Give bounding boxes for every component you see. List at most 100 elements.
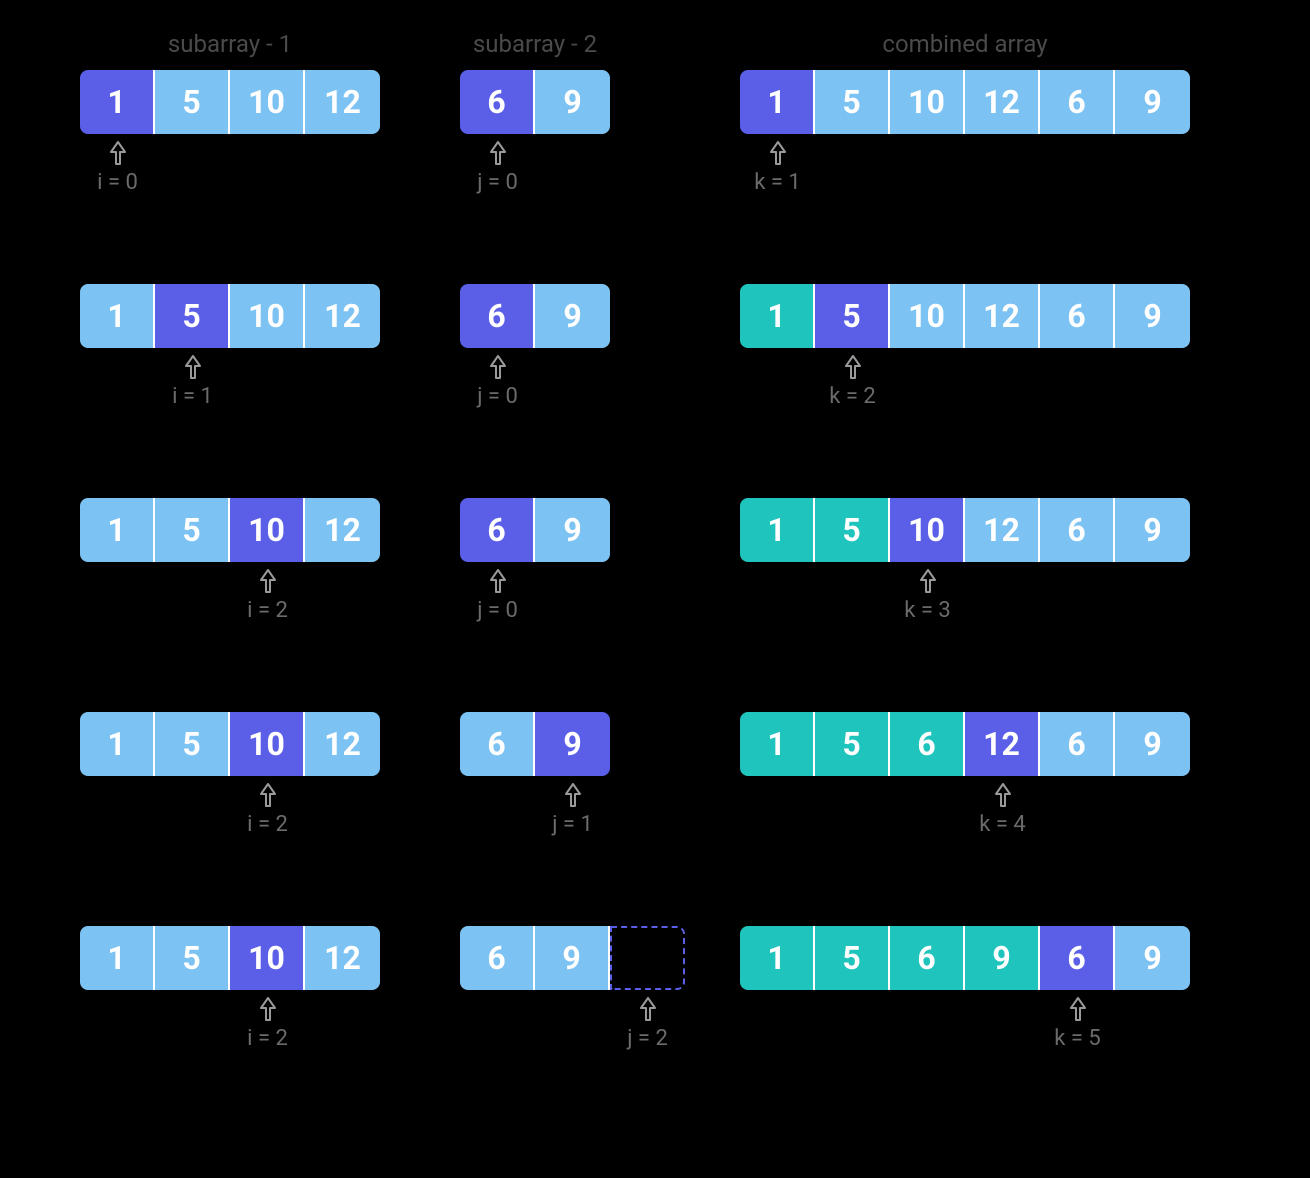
array-cell: 6 [890,712,965,776]
array-cell: 10 [230,926,305,990]
array-cell: 6 [1040,712,1115,776]
pointer: i = 2 [238,996,298,1051]
array-comb-1: 15101269 [740,284,1190,348]
array-comb-0: 15101269 [740,70,1190,134]
array-cell: 10 [230,498,305,562]
array-sub1-1: 151012 [80,284,380,348]
array-cell: 1 [80,284,155,348]
step-row: 151012i = 269j = 2156969k = 5 [80,926,1270,1060]
array-cell: 5 [155,926,230,990]
pointer: i = 2 [238,782,298,837]
pointer: k = 5 [1048,996,1108,1051]
pointer-label: k = 4 [979,812,1026,837]
array-cell: 5 [155,498,230,562]
array-sub1-4: 151012 [80,926,380,990]
up-arrow-icon [258,568,278,594]
pointer-label: i = 2 [247,1026,288,1051]
array-cell: 6 [460,926,535,990]
step-row: 151012i = 269j = 11561269k = 4 [80,712,1270,846]
pointer-label: k = 3 [904,598,951,623]
array-cell: 5 [815,284,890,348]
up-arrow-icon [918,568,938,594]
array-cell: 10 [230,70,305,134]
column-combined: 15101269 k = 3 [740,498,1240,632]
array-cell: 12 [965,712,1040,776]
array-cell: 1 [80,926,155,990]
array-cell: 5 [815,712,890,776]
pointer: k = 2 [823,354,883,409]
array-cell: 6 [460,284,535,348]
array-cell: 5 [815,498,890,562]
array-cell: 12 [305,70,380,134]
column-subarray-1: 151012i = 2 [80,926,460,1060]
header-subarray-1: subarray - 1 [80,30,380,58]
column-combined: 1561269 k = 4 [740,712,1240,846]
column-subarray-2: 69j = 2 [460,926,740,1060]
up-arrow-icon [768,140,788,166]
array-cell: 1 [740,284,815,348]
header-row: subarray - 1 subarray - 2 combined array [80,30,1270,58]
array-cell: 6 [460,70,535,134]
header-subarray-2: subarray - 2 [460,30,610,58]
array-cell: 12 [305,498,380,562]
pointer: i = 0 [88,140,148,195]
array-cell: 9 [535,712,610,776]
up-arrow-icon [108,140,128,166]
array-cell: 9 [1115,926,1190,990]
array-sub2-0: 69 [460,70,610,134]
array-cell: 1 [740,926,815,990]
array-cell: 12 [965,70,1040,134]
pointer: i = 1 [163,354,223,409]
pointer-label: i = 1 [172,384,213,409]
pointer-label: k = 5 [1054,1026,1101,1051]
up-arrow-icon [993,782,1013,808]
column-subarray-2: 69j = 1 [460,712,740,846]
pointer-label: j = 0 [477,170,518,195]
up-arrow-icon [638,996,658,1022]
pointer: j = 0 [468,354,528,409]
header-combined: combined array [740,30,1190,58]
array-comb-3: 1561269 [740,712,1190,776]
array-cell: 10 [890,70,965,134]
array-cell: 1 [80,498,155,562]
up-arrow-icon [488,140,508,166]
array-cell: 6 [460,498,535,562]
array-cell: 9 [1115,498,1190,562]
column-combined: 15101269k = 1 [740,70,1240,204]
array-cell: 6 [1040,70,1115,134]
array-cell: 10 [230,712,305,776]
array-cell: 6 [1040,926,1115,990]
pointer-label: k = 2 [829,384,876,409]
step-row: 151012i = 069j = 015101269k = 1 [80,70,1270,204]
step-row: 151012i = 269j = 015101269k = 3 [80,498,1270,632]
array-cell: 9 [535,284,610,348]
array-cell: 1 [80,712,155,776]
pointer-label: k = 1 [754,170,801,195]
array-cell: 1 [740,498,815,562]
array-cell: 5 [155,712,230,776]
array-sub2-1: 69 [460,284,610,348]
up-arrow-icon [488,354,508,380]
column-combined: 156969 k = 5 [740,926,1240,1060]
array-sub1-2: 151012 [80,498,380,562]
array-cell: 1 [80,70,155,134]
column-subarray-2: 69 j = 0 [460,284,740,418]
pointer: k = 1 [748,140,808,195]
step-row: 151012i = 169j = 015101269k = 2 [80,284,1270,418]
array-cell: 12 [305,712,380,776]
column-subarray-1: 151012 i = 2 [80,712,460,846]
array-comb-4: 156969 [740,926,1190,990]
column-subarray-1: 151012i = 2 [80,498,460,632]
array-comb-2: 15101269 [740,498,1190,562]
pointer-label: j = 0 [477,384,518,409]
array-cell: 9 [535,70,610,134]
pointer: j = 0 [468,140,528,195]
array-cell: 1 [740,70,815,134]
column-subarray-1: 151012 i = 1 [80,284,460,418]
array-cell: 6 [1040,498,1115,562]
pointer-label: i = 2 [247,812,288,837]
up-arrow-icon [183,354,203,380]
pointer: k = 3 [898,568,958,623]
array-cell: 5 [815,70,890,134]
array-cell: 9 [1115,284,1190,348]
